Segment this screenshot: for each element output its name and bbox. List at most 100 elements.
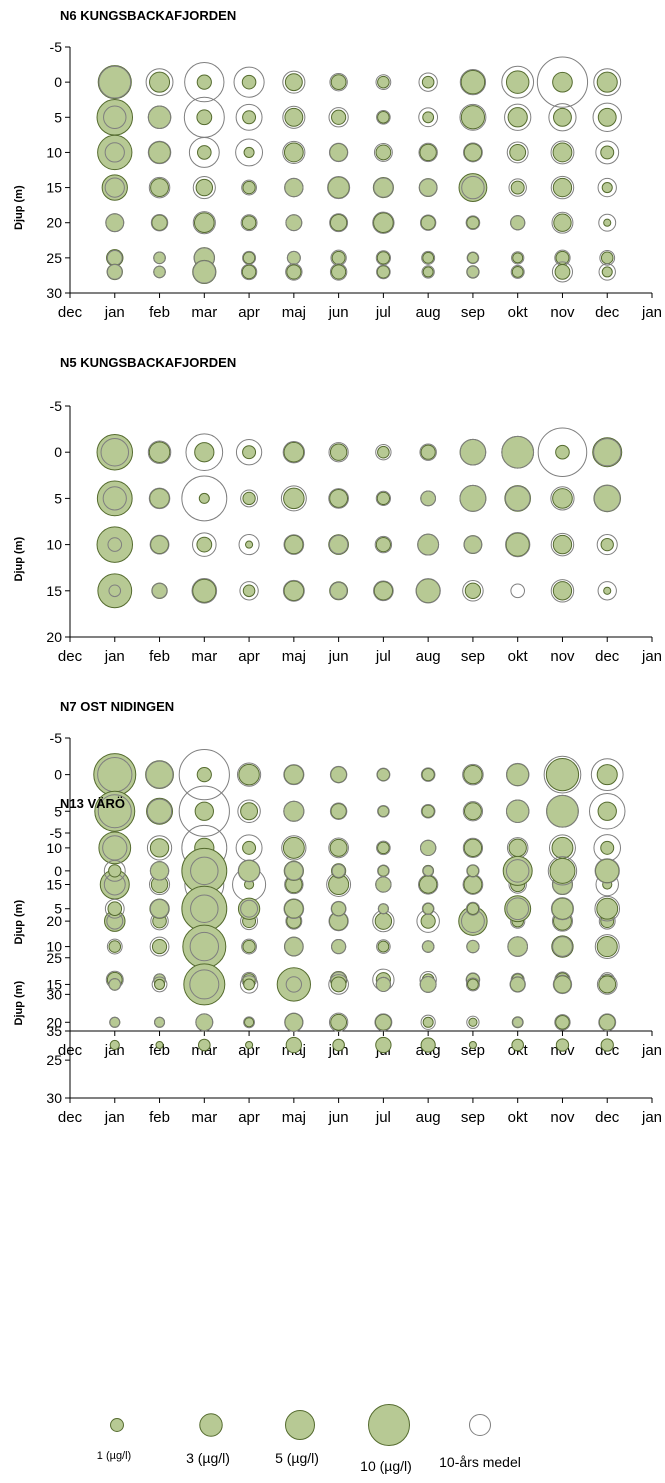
avg10-ring	[284, 936, 304, 957]
avg10-ring	[506, 141, 529, 164]
value-bubble	[377, 841, 390, 855]
value-bubble	[329, 488, 349, 508]
value-bubble	[242, 939, 256, 954]
avg10-ring	[466, 1015, 480, 1029]
value-bubble	[376, 265, 391, 279]
value-bubble	[373, 212, 394, 234]
avg10-ring	[552, 974, 573, 995]
avg10-ring	[190, 856, 219, 886]
value-bubble	[106, 249, 124, 267]
value-bubble	[374, 912, 393, 930]
value-bubble	[283, 487, 305, 510]
avg10-ring	[422, 865, 434, 877]
value-bubble	[551, 935, 574, 958]
avg10-ring	[592, 102, 622, 132]
avg10-ring	[462, 837, 484, 858]
y-tick-label: 25	[46, 250, 62, 266]
value-bubble	[196, 109, 213, 126]
avg10-ring	[597, 177, 617, 198]
avg10-ring	[376, 939, 391, 954]
avg10-ring	[235, 103, 263, 131]
avg10-ring	[543, 755, 582, 794]
avg10-ring	[328, 974, 349, 995]
x-tick-label: jul	[375, 304, 391, 321]
value-bubble	[592, 437, 623, 468]
x-tick-label: aug	[416, 1109, 441, 1126]
value-bubble	[552, 581, 573, 601]
value-bubble	[245, 1040, 254, 1050]
x-tick-label: jun	[328, 648, 349, 665]
avg10-ring	[506, 897, 530, 921]
x-tick-label: nov	[550, 648, 575, 665]
avg10-ring	[189, 931, 220, 962]
avg10-ring	[282, 70, 306, 94]
value-bubble	[463, 838, 483, 858]
chart-title: N7 OST NIDINGEN	[60, 699, 174, 714]
avg10-ring	[178, 749, 230, 801]
avg10-ring	[501, 65, 535, 99]
value-bubble	[243, 1017, 255, 1028]
value-bubble	[468, 1040, 477, 1050]
avg10-ring	[104, 177, 125, 198]
value-bubble	[421, 804, 435, 818]
avg10-ring	[238, 534, 260, 556]
x-tick-label: mar	[191, 1109, 217, 1126]
y-tick-label: 35	[46, 1023, 62, 1039]
value-bubble	[154, 978, 166, 990]
avg10-ring	[593, 484, 621, 512]
avg10-ring	[146, 798, 173, 824]
value-bubble	[96, 480, 133, 517]
avg10-ring	[192, 532, 217, 557]
y-tick-label: 15	[46, 877, 62, 893]
chart-title: N13 VÄRÖ	[60, 796, 125, 811]
value-bubble	[98, 831, 132, 865]
y-tick-label: 0	[54, 863, 62, 879]
avg10-ring	[284, 1012, 304, 1032]
value-bubble	[240, 802, 259, 821]
value-bubble	[330, 976, 347, 993]
value-bubble	[377, 75, 390, 89]
y-tick-label: 10	[46, 939, 62, 955]
y-tick-label: 0	[54, 74, 62, 90]
value-bubble	[600, 840, 615, 855]
avg10-ring	[377, 804, 390, 818]
value-bubble	[463, 143, 483, 162]
value-bubble	[331, 863, 347, 879]
value-bubble	[196, 767, 212, 783]
avg10-ring	[106, 264, 123, 280]
value-bubble	[329, 838, 348, 857]
avg10-ring	[108, 584, 122, 598]
avg10-ring	[145, 68, 174, 97]
avg10-ring	[419, 214, 437, 231]
avg10-ring	[593, 438, 622, 467]
avg10-ring	[284, 861, 304, 881]
value-bubble	[468, 1017, 478, 1027]
value-bubble	[192, 578, 217, 603]
value-bubble	[463, 875, 483, 894]
value-bubble	[603, 586, 612, 595]
avg10-ring	[195, 1013, 214, 1032]
value-bubble	[155, 1040, 164, 1050]
value-bubble	[198, 492, 210, 504]
avg10-ring	[149, 899, 170, 919]
value-bubble	[422, 111, 435, 124]
value-bubble	[420, 913, 436, 929]
x-tick-label: aug	[416, 648, 441, 665]
avg10-ring	[329, 213, 349, 233]
avg10-ring	[377, 903, 389, 915]
avg10-ring	[235, 439, 263, 466]
x-tick-label: aug	[416, 304, 441, 321]
avg10-ring	[109, 1016, 121, 1028]
avg10-ring	[191, 578, 218, 604]
value-bubble	[330, 803, 347, 820]
avg10-ring	[328, 142, 349, 163]
value-bubble	[283, 764, 304, 785]
legend-bubble	[368, 1404, 410, 1446]
x-tick-label: jan	[641, 648, 662, 665]
avg10-ring	[420, 1014, 436, 1030]
avg10-ring	[329, 765, 348, 784]
value-bubble	[283, 898, 304, 919]
value-bubble	[598, 1013, 616, 1031]
avg10-ring	[466, 939, 480, 954]
